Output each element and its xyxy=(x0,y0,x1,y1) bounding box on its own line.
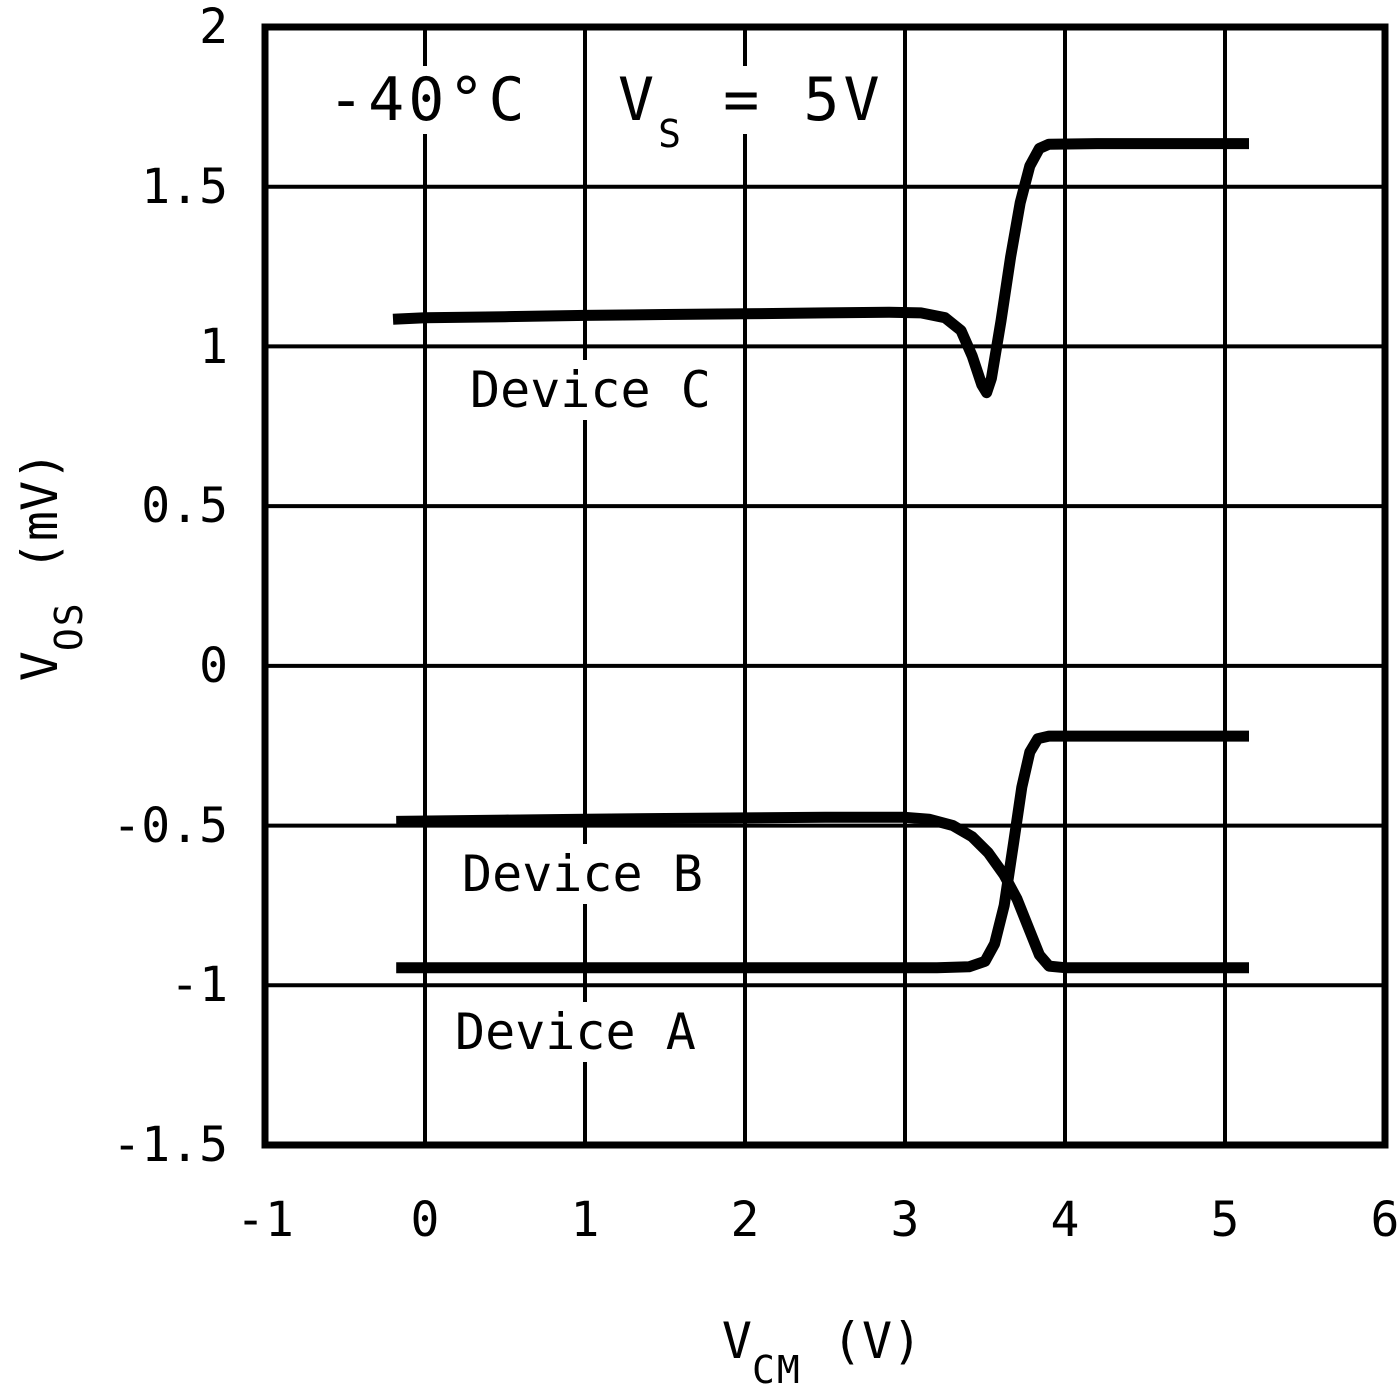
grid-lines xyxy=(263,25,1387,1147)
supply-base: V xyxy=(618,65,659,135)
y-tick-label: 0 xyxy=(199,638,228,694)
supply-sub: S xyxy=(658,112,684,156)
device-b-label: Device B xyxy=(456,844,709,904)
y-tick-label: -0.5 xyxy=(112,798,228,854)
supply-rest: = 5V xyxy=(683,65,884,135)
y-tick-label: 1.5 xyxy=(141,159,228,215)
temperature-annotation: -40°C xyxy=(322,66,535,134)
x-tick-label: 5 xyxy=(1210,1192,1240,1248)
device-c-curve xyxy=(392,138,1249,399)
x-tick-label: 0 xyxy=(410,1192,440,1248)
y-tick-label: -1 xyxy=(170,957,228,1013)
y-tick-label: -1.5 xyxy=(112,1117,228,1173)
device-a-label: Device A xyxy=(449,1002,702,1062)
x-tick-label: 2 xyxy=(730,1192,760,1248)
x-title-sub: CM xyxy=(751,1348,802,1392)
y-title-base: V xyxy=(11,651,69,682)
device-b-curve xyxy=(396,811,1249,974)
y-axis-title: VOS (mV) xyxy=(11,450,91,682)
y-tick-label: 2 xyxy=(199,0,228,55)
x-title-unit: (V) xyxy=(831,1312,923,1370)
x-tick-label: 3 xyxy=(890,1192,920,1248)
plot-border xyxy=(261,23,1389,1149)
x-tick-label: 4 xyxy=(1050,1192,1080,1248)
device-c-label: Device C xyxy=(464,360,717,420)
y-title-unit: (mV) xyxy=(11,450,69,572)
x-title-base: V xyxy=(721,1312,752,1370)
x-tick-label: 1 xyxy=(570,1192,600,1248)
supply-voltage-annotation: VS = 5V xyxy=(612,65,890,153)
device-a-curve xyxy=(396,730,1249,974)
x-tick-label: -1 xyxy=(236,1192,294,1248)
y-title-sub: OS xyxy=(47,601,91,652)
x-axis-title: VCM (V) xyxy=(721,1312,923,1389)
y-tick-label: 1 xyxy=(199,319,228,375)
y-tick-label: 0.5 xyxy=(141,478,228,534)
x-tick-label: 6 xyxy=(1370,1192,1399,1248)
